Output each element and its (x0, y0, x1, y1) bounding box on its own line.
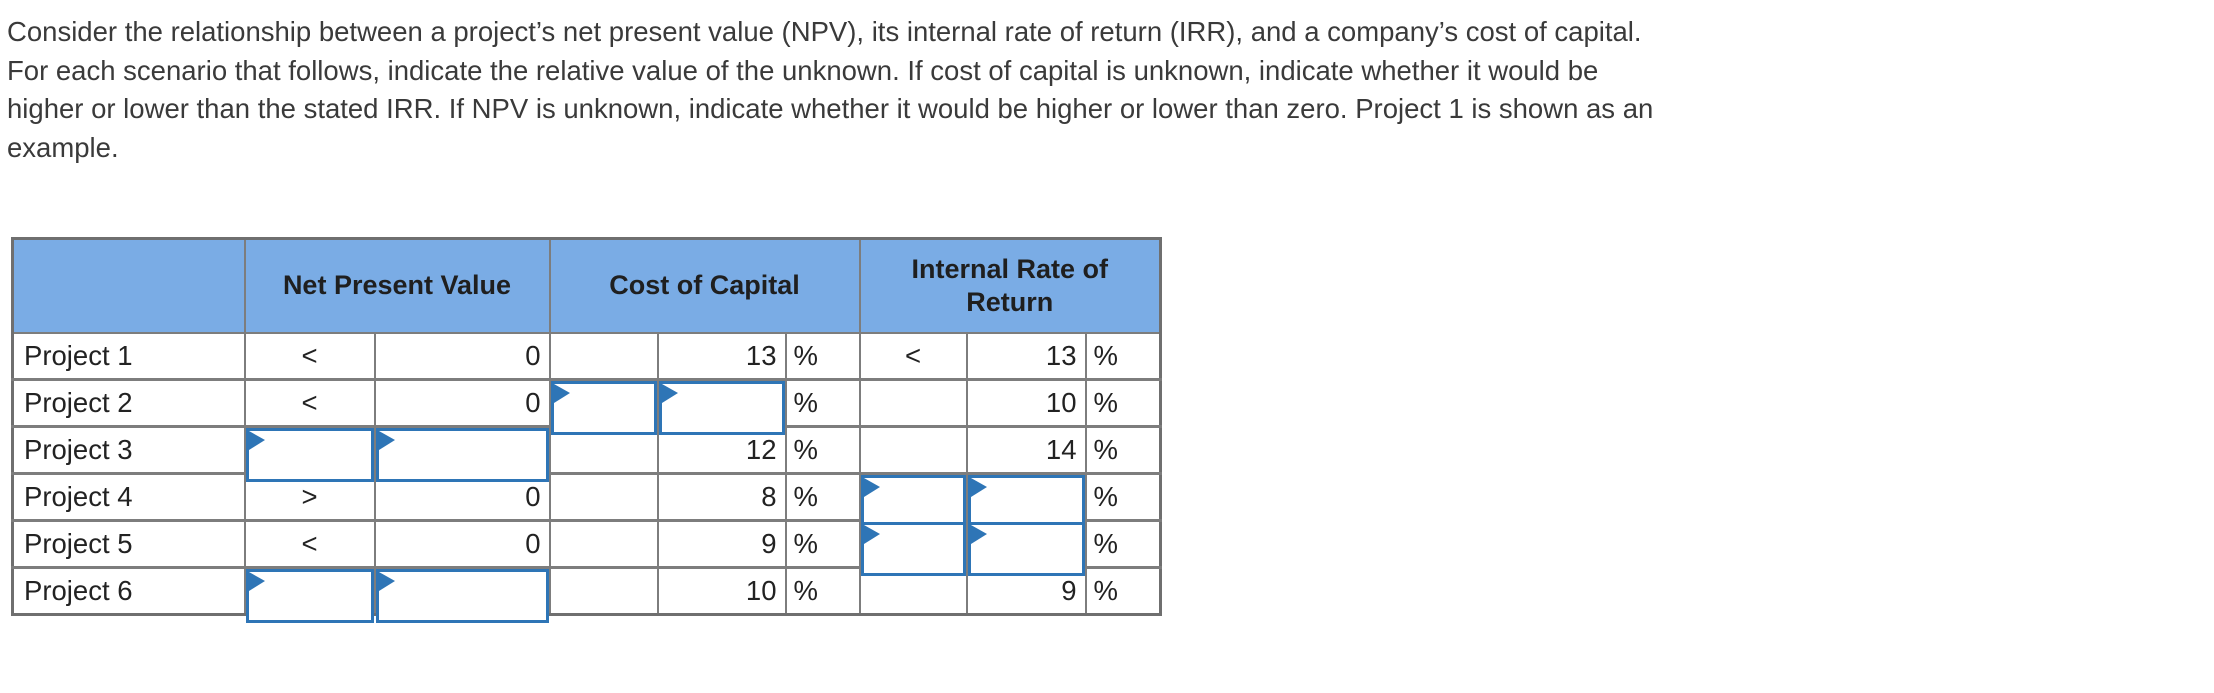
project-2-coc-value-input[interactable] (658, 381, 785, 435)
projects-table: Net Present Value Cost of Capital Intern… (11, 237, 1162, 623)
dropdown-flag-icon (553, 384, 570, 403)
project-5-irr-value-input[interactable] (967, 522, 1085, 576)
project-4-coc-operator-cell (548, 472, 658, 521)
dropdown-flag-icon (970, 525, 987, 544)
project-5-label-cell: Project 5 (12, 519, 245, 568)
project-4-label-cell: Project 4 (12, 472, 245, 521)
project-4-irr-percent-cell: % (1084, 472, 1161, 521)
question-text-line: higher or lower than the stated IRR. If … (7, 93, 1654, 124)
question-text-line: For each scenario that follows, indicate… (7, 54, 1599, 86)
project-2-irr-percent-cell: % (1084, 378, 1161, 427)
project-3-npv-value-cell (373, 425, 550, 482)
project-5-coc-percent-cell: % (784, 519, 860, 568)
question-text-line: Consider the relationship between a proj… (7, 16, 1642, 47)
dropdown-flag-icon (378, 431, 395, 450)
dropdown-flag-icon (863, 525, 880, 544)
project-1-coc-operator-cell (548, 332, 658, 380)
project-1-irr-operator-cell: < (858, 332, 967, 380)
project-4-irr-value-cell (965, 472, 1086, 529)
project-3-npv-operator-input[interactable] (245, 428, 374, 482)
project-5-irr-value-cell (965, 519, 1086, 576)
table-row: Project 3 12% 14% (12, 425, 1161, 482)
project-5-npv-value-cell: 0 (373, 519, 550, 568)
project-2-npv-operator-cell: < (243, 378, 375, 427)
header-internal-rate-of-return: Internal Rate of Return (858, 238, 1161, 334)
project-2-npv-value-cell: 0 (373, 378, 550, 427)
project-5-coc-operator-cell (548, 519, 658, 568)
project-6-coc-value-cell: 10 (656, 566, 786, 615)
project-1-irr-percent-cell: % (1084, 332, 1161, 380)
project-6-coc-percent-cell: % (784, 566, 860, 615)
project-6-npv-operator-input[interactable] (245, 569, 374, 623)
project-2-irr-value-cell: 10 (965, 378, 1086, 427)
header-net-present-value: Net Present Value (243, 238, 550, 334)
project-3-coc-percent-cell: % (784, 425, 860, 474)
project-6-irr-percent-cell: % (1084, 566, 1161, 615)
question-text-line: example. (7, 131, 119, 163)
project-6-npv-value-input[interactable] (375, 569, 549, 623)
project-5-irr-operator-cell (858, 519, 967, 576)
project-5-coc-value-cell: 9 (656, 519, 786, 568)
project-4-irr-value-input[interactable] (967, 475, 1085, 529)
project-1-irr-value-cell: 13 (965, 332, 1086, 380)
dropdown-flag-icon (970, 478, 987, 497)
project-5-npv-operator-cell: < (243, 519, 375, 568)
project-2-coc-value-cell (656, 378, 786, 435)
project-2-coc-operator-cell (548, 378, 658, 435)
project-3-npv-value-input[interactable] (375, 428, 549, 482)
project-5-irr-operator-input[interactable] (860, 522, 966, 576)
project-6-npv-operator-cell (243, 566, 375, 623)
project-6-coc-operator-cell (548, 566, 658, 615)
table-row: Project 4 >0 8%% (12, 472, 1161, 529)
table-row: Project 1 <0 13% <13% (12, 332, 1161, 380)
project-4-coc-percent-cell: % (784, 472, 860, 521)
project-1-coc-value-cell: 13 (656, 332, 786, 380)
dropdown-flag-icon (863, 478, 880, 497)
project-1-npv-value-cell: 0 (373, 332, 550, 380)
dropdown-flag-icon (661, 384, 678, 403)
table-row: Project 5 <0 9%% (12, 519, 1161, 576)
dropdown-flag-icon (248, 431, 265, 450)
project-5-irr-percent-cell: % (1084, 519, 1161, 568)
project-6-npv-value-cell (373, 566, 550, 623)
header-cost-of-capital: Cost of Capital (548, 238, 860, 334)
project-4-irr-operator-input[interactable] (860, 475, 966, 529)
header-row: Net Present Value Cost of Capital Intern… (12, 238, 1161, 334)
dropdown-flag-icon (378, 572, 395, 591)
project-6-label-cell: Project 6 (12, 566, 245, 615)
table-row: Project 6 10% 9% (12, 566, 1161, 623)
question-text: Consider the relationship between a proj… (7, 13, 1653, 167)
project-3-irr-value-cell: 14 (965, 425, 1086, 474)
project-1-label-cell: Project 1 (12, 332, 245, 380)
project-1-coc-percent-cell: % (784, 332, 860, 380)
project-2-label-cell: Project 2 (12, 378, 245, 427)
project-2-coc-percent-cell: % (784, 378, 860, 427)
project-3-irr-percent-cell: % (1084, 425, 1161, 474)
project-2-irr-operator-cell (858, 378, 967, 427)
header-blank-cell (12, 238, 245, 334)
project-4-irr-operator-cell (858, 472, 967, 529)
project-1-npv-operator-cell: < (243, 332, 375, 380)
project-3-npv-operator-cell (243, 425, 375, 482)
project-4-coc-value-cell: 8 (656, 472, 786, 521)
project-2-coc-operator-input[interactable] (550, 381, 657, 435)
project-3-label-cell: Project 3 (12, 425, 245, 474)
project-3-irr-operator-cell (858, 425, 967, 474)
dropdown-flag-icon (248, 572, 265, 591)
table-row: Project 2 <0% 10% (12, 378, 1161, 435)
